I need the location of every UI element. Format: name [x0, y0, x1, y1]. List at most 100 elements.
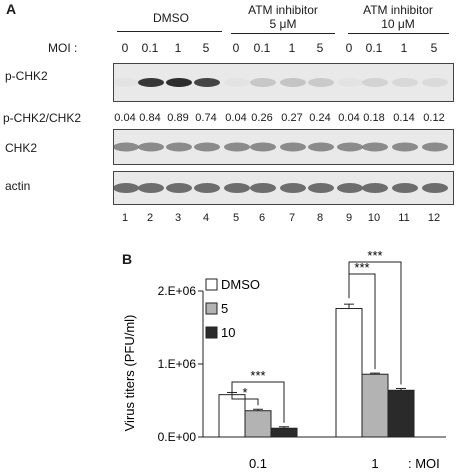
legend-label: 5 [221, 301, 228, 316]
chk2-band [280, 142, 306, 152]
lane-number: 10 [367, 212, 381, 224]
bar [270, 427, 298, 438]
actin-band [114, 183, 139, 193]
significance-label: *** [250, 368, 265, 383]
ratio-value: 0.04 [225, 112, 247, 124]
actin-band [166, 183, 192, 193]
pchk2-band [138, 78, 164, 87]
group-atm5-label-line1: ATM inhibitor [248, 3, 318, 17]
ratio-value: 0.27 [281, 112, 303, 124]
pchk2-band [308, 78, 334, 87]
chk2-band [392, 142, 418, 152]
moi-value: 1 [174, 41, 182, 55]
actin-band [422, 183, 448, 193]
lane-number: 5 [232, 212, 240, 224]
lane-number: 6 [258, 212, 266, 224]
moi-value: 5 [430, 41, 438, 55]
significance-bracket [231, 386, 259, 406]
chk2-band [337, 142, 363, 152]
group-dmso-underline [117, 31, 222, 32]
y-tick-label: 2.E+06 [158, 284, 197, 298]
lane-number: 12 [427, 212, 441, 224]
bar [387, 389, 415, 438]
chk2-band [166, 142, 192, 152]
legend-group: DMSO 5 10 [205, 277, 260, 340]
legend-swatch [205, 278, 218, 291]
moi-row-label: MOI : [48, 41, 78, 55]
lane-number: 7 [288, 212, 296, 224]
ratio-value: 0.24 [309, 112, 331, 124]
pchk2-band [362, 78, 388, 87]
bar [244, 410, 272, 438]
actin-band [138, 183, 164, 193]
panel-a-label: A [6, 1, 17, 17]
chk2-band [362, 142, 388, 152]
pchk2-band [337, 78, 363, 87]
significance-label: *** [367, 248, 382, 263]
actin-band [337, 183, 363, 193]
moi-value: 0.1 [141, 41, 159, 55]
pchk2-band [114, 78, 139, 87]
ratio-value: 0.18 [363, 112, 385, 124]
moi-value: 0.1 [365, 41, 383, 55]
moi-value: 0 [121, 41, 129, 55]
chk2-band [250, 142, 276, 152]
y-ticks-group: 0.E+00 1.E+06 2.E+06 [158, 284, 203, 444]
x-axis-suffix-label: : MOI [408, 456, 440, 471]
chk2-band [422, 142, 448, 152]
legend-swatch [205, 326, 218, 339]
chk2-label: CHK2 [5, 141, 38, 155]
ratio-value: 0.14 [393, 112, 415, 124]
pchk2-band [392, 78, 418, 87]
moi-value: 1 [400, 41, 408, 55]
legend-label: DMSO [221, 277, 260, 292]
x-category-label: 1 [371, 456, 378, 471]
pchk2-label: p-CHK2 [5, 69, 48, 83]
bar [218, 394, 246, 438]
group-atm5-label-line2: 5 μM [269, 17, 297, 31]
pchk2-band [194, 78, 220, 87]
lane-number: 2 [146, 212, 154, 224]
pchk2-band [280, 78, 306, 87]
ratio-value: 0.84 [139, 112, 161, 124]
ratio-row-label: p-CHK2/CHK2 [3, 111, 82, 125]
chk2-band [194, 142, 220, 152]
bar [361, 373, 389, 438]
significance-bracket [348, 261, 402, 385]
pchk2-band [166, 78, 192, 87]
lane-number: 11 [398, 212, 410, 224]
moi-value: 5 [202, 41, 210, 55]
group-atm10-underline [348, 33, 449, 34]
chk2-band [224, 142, 250, 152]
y-tick-label: 1.E+06 [158, 357, 197, 371]
lane-number: 8 [316, 212, 324, 224]
pchk2-band [250, 78, 276, 87]
significance-label: * [242, 385, 247, 400]
chk2-blot [113, 129, 454, 165]
ratio-value: 0.04 [114, 112, 136, 124]
legend-label: 10 [221, 325, 235, 340]
ratio-value: 0.26 [251, 112, 273, 124]
pchk2-band [422, 78, 448, 87]
y-axis-label: Virus titers (PFU/ml) [122, 315, 137, 432]
pchk2-blot [113, 63, 454, 102]
significance-label: *** [354, 260, 369, 275]
legend-swatch [205, 302, 218, 315]
group-atm10-label-line2: 10 μM [381, 17, 415, 31]
ratio-value: 0.12 [423, 112, 445, 124]
group-dmso-label: DMSO [153, 11, 189, 25]
x-labels-group: 0.1 1 : MOI [249, 456, 440, 471]
group-atm10-label-line1: ATM inhibitor [363, 3, 433, 17]
actin-blot-svg [114, 183, 448, 193]
group-atm5-underline [231, 33, 335, 34]
x-category-label: 0.1 [249, 456, 267, 471]
actin-band [194, 183, 220, 193]
ratio-value: 0.89 [167, 112, 189, 124]
panel-b-label: B [122, 251, 133, 267]
actin-band [250, 183, 276, 193]
actin-band [308, 183, 334, 193]
actin-band [362, 183, 388, 193]
lane-number: 1 [121, 212, 129, 224]
moi-value: 5 [316, 41, 324, 55]
